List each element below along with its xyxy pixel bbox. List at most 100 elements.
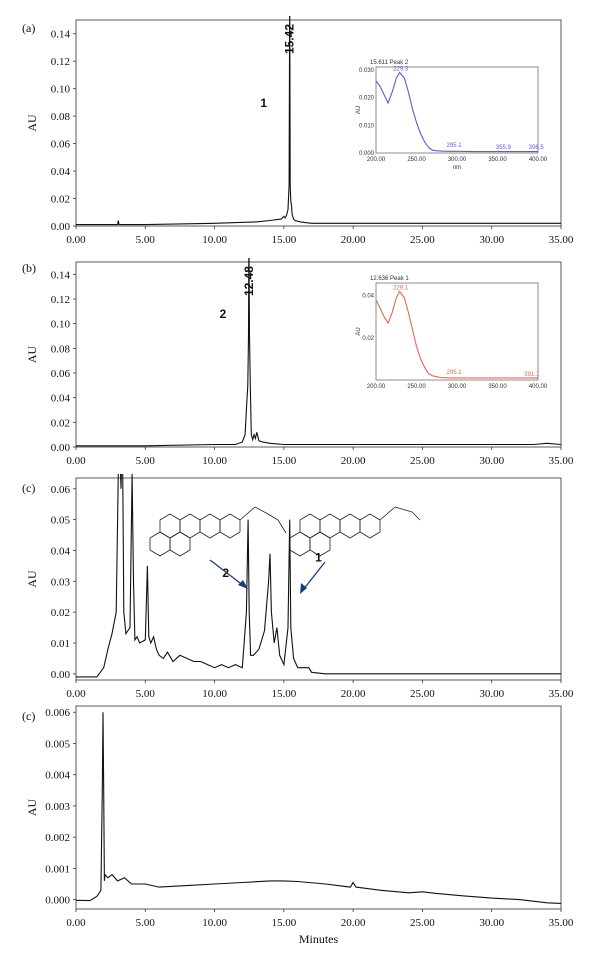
x-tick-label: 5.00 <box>136 917 156 929</box>
x-tick-label: 20.00 <box>341 917 366 929</box>
inset-x-label: nm <box>453 165 461 171</box>
x-tick-label: 15.00 <box>271 917 296 929</box>
x-tick-label: 0.00 <box>66 234 86 246</box>
panel-label: (c) <box>22 481 35 495</box>
inset-wavelength-label: 229.3 <box>393 67 409 73</box>
y-tick-label: 0.06 <box>51 368 71 380</box>
x-tick-label: 10.00 <box>202 688 227 700</box>
y-tick-label: 0.14 <box>51 29 71 41</box>
inset-frame <box>375 66 539 154</box>
inset-title: 12.636 Peak 1 <box>370 276 409 282</box>
structure-compound-1 <box>289 506 421 557</box>
x-axis-label: Minutes <box>299 932 339 946</box>
x-tick-label: 25.00 <box>410 234 435 246</box>
x-tick-label: 0.00 <box>66 688 86 700</box>
panel-label: (c) <box>22 709 35 723</box>
x-tick-label: 10.00 <box>202 234 227 246</box>
x-tick-label: 5.00 <box>136 234 156 246</box>
inset-wavelength-label: 355.9 <box>496 145 512 151</box>
chromatogram-trace <box>76 16 561 226</box>
y-tick-label: 0.06 <box>51 139 71 151</box>
compound-number-label: 2 <box>220 307 227 321</box>
y-tick-label: 0.08 <box>51 111 71 123</box>
x-tick-label: 15.00 <box>271 234 296 246</box>
y-tick-label: 0.02 <box>51 417 70 429</box>
y-tick-label: 0.06 <box>51 484 71 496</box>
x-tick-label: 10.00 <box>202 455 227 467</box>
x-tick-label: 35.00 <box>549 917 574 929</box>
x-tick-label: 30.00 <box>479 234 504 246</box>
inset-wavelength-label: 391.1 <box>524 372 540 378</box>
inset-spectrum-trace <box>375 71 538 153</box>
x-tick-label: 25.00 <box>410 688 435 700</box>
inset-background <box>358 271 544 398</box>
y-tick-label: 0.12 <box>51 294 70 306</box>
plot-frame <box>75 19 562 227</box>
x-tick-label: 15.00 <box>271 455 296 467</box>
inset-frame <box>375 282 539 381</box>
uv-spectrum-inset: 12.636 Peak 1 AU 200.00 250.00 300.00 350.00 4… <box>356 271 548 398</box>
compound-number-label: 1 <box>315 550 322 564</box>
y-tick-label: 0.12 <box>51 56 70 68</box>
inset-x-tick-label: 350.00 <box>488 384 507 390</box>
inset-wavelength-label: 295.1 <box>447 370 463 376</box>
x-tick-label: 30.00 <box>479 917 504 929</box>
inset-y-tick-label: 0.020 <box>359 96 375 102</box>
compound-number-label: 1 <box>260 96 267 110</box>
inset-wavelength-label: 229.1 <box>393 285 409 291</box>
plot-frame <box>75 705 562 910</box>
x-tick-label: 35.00 <box>549 688 574 700</box>
x-tick-label: 20.00 <box>341 688 366 700</box>
inset-x-tick-label: 200.00 <box>367 384 386 390</box>
plot-frame <box>75 477 562 681</box>
inset-y-label: AU <box>356 106 362 114</box>
inset-y-tick-label: 0.000 <box>359 151 375 157</box>
y-tick-label: 0.00 <box>51 442 71 454</box>
inset-wavelength-label: 396.5 <box>529 145 545 151</box>
y-tick-label: 0.04 <box>51 166 71 178</box>
y-tick-label: 0.05 <box>51 515 71 527</box>
inset-y-label: AU <box>356 327 362 335</box>
x-tick-label: 30.00 <box>479 688 504 700</box>
chart-panel-2: (b)AU0.00 5.00 10.00 15.00 20.00 25.00 30.00 35… <box>22 258 574 467</box>
x-tick-label: 20.00 <box>341 234 366 246</box>
panel-label: (a) <box>22 21 35 35</box>
chromatogram-trace <box>76 474 561 678</box>
y-tick-label: 0.002 <box>45 832 70 844</box>
plot-frame <box>75 261 562 448</box>
inset-x-tick-label: 300.00 <box>448 384 467 390</box>
inset-y-tick-label: 0.030 <box>359 68 375 74</box>
x-tick-label: 25.00 <box>410 455 435 467</box>
inset-spectrum-trace <box>375 290 538 379</box>
inset-wavelength-label: 295.1 <box>447 143 463 149</box>
inset-x-tick-label: 250.00 <box>407 384 426 390</box>
structure-compound-2 <box>149 506 287 557</box>
y-tick-label: 0.02 <box>51 607 70 619</box>
inset-x-tick-label: 300.00 <box>448 157 467 163</box>
y-tick-label: 0.00 <box>51 669 71 681</box>
y-tick-label: 0.01 <box>51 638 70 650</box>
arrow-to-peak-2 <box>209 559 248 589</box>
y-tick-label: 0.04 <box>51 393 71 405</box>
x-tick-label: 30.00 <box>479 455 504 467</box>
x-tick-label: 15.00 <box>271 688 296 700</box>
y-tick-label: 0.006 <box>45 707 70 719</box>
uv-spectrum-inset: 15.611 Peak 2 AU nm 200.00 250.00 300.00 350.0… <box>356 55 548 171</box>
x-tick-label: 10.00 <box>202 917 227 929</box>
y-axis-label: AU <box>25 346 39 364</box>
x-tick-label: 0.00 <box>66 455 86 467</box>
inset-y-tick-label: 0.010 <box>359 123 375 129</box>
y-tick-label: 0.10 <box>51 84 71 96</box>
arrow-to-peak-1 <box>300 561 326 594</box>
y-tick-label: 0.14 <box>51 269 71 281</box>
chart-panel-3: (c)AU0.00 5.00 10.00 15.00 20.00 25.00 30.00 35… <box>22 474 574 700</box>
inset-background <box>358 55 544 171</box>
inset-x-tick-label: 400.00 <box>529 157 548 163</box>
x-tick-label: 5.00 <box>136 688 156 700</box>
y-tick-label: 0.001 <box>45 863 70 875</box>
panel-label: (b) <box>22 261 36 275</box>
y-tick-label: 0.00 <box>51 221 71 233</box>
x-tick-label: 25.00 <box>410 917 435 929</box>
y-tick-label: 0.03 <box>51 576 71 588</box>
x-tick-label: 20.00 <box>341 455 366 467</box>
